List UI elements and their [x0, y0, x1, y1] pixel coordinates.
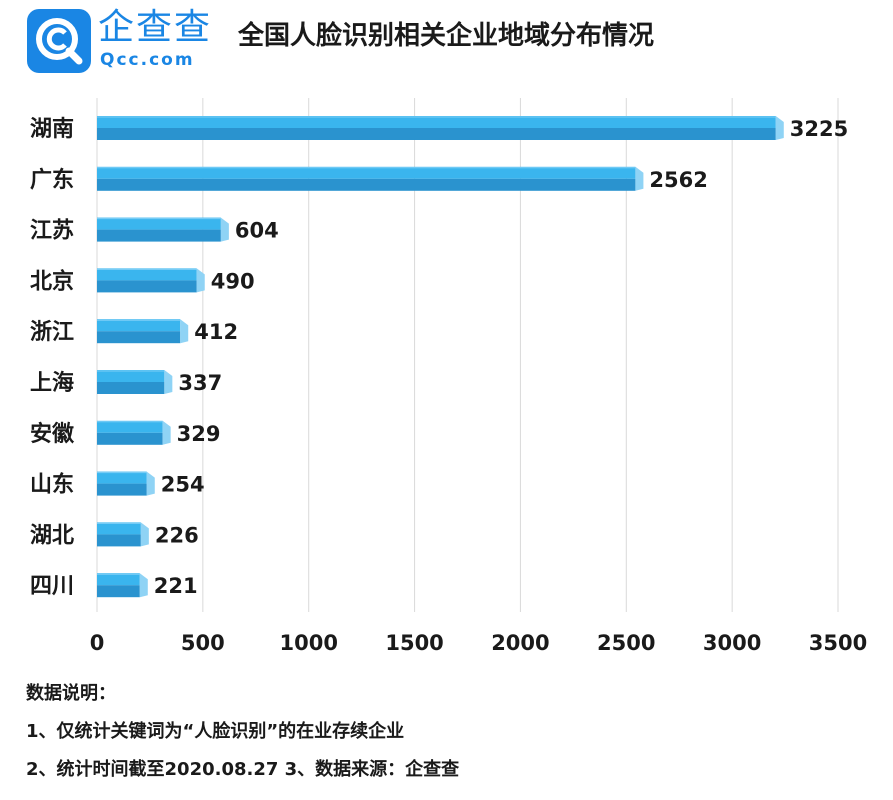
bar-bottom: [97, 432, 163, 445]
brand-logo-icon: [27, 9, 91, 73]
bar-end-cap: [146, 471, 155, 496]
x-tick-label: 1500: [385, 631, 443, 655]
data-notes: 数据说明： 1、仅统计关键词为“人脸识别”的在业存续企业 2、统计时间截至202…: [26, 680, 459, 794]
category-label: 广东: [30, 167, 74, 193]
bar-top: [97, 573, 140, 586]
x-tick-label: 2000: [491, 631, 549, 655]
bar-bottom: [97, 280, 197, 293]
category-label: 四川: [30, 574, 74, 599]
bar-top: [97, 471, 147, 484]
bar-bottom: [97, 229, 221, 242]
value-label: 490: [211, 269, 255, 293]
value-label: 2562: [649, 168, 707, 192]
value-label: 412: [194, 320, 238, 344]
bar-end-cap: [162, 420, 171, 445]
x-tick-label: 0: [90, 631, 105, 655]
bar-top: [97, 217, 221, 230]
category-label: 安徽: [30, 421, 75, 447]
bar-top: [97, 522, 141, 535]
value-label: 337: [178, 371, 222, 395]
bar-end-cap: [164, 370, 173, 394]
bar-top: [97, 268, 197, 281]
value-label: 254: [161, 473, 205, 497]
bar-group: [97, 268, 205, 293]
bar-end-cap: [139, 573, 148, 598]
bar-end-cap: [180, 319, 189, 344]
category-label: 湖南: [30, 117, 74, 142]
bar-end-cap: [196, 268, 205, 293]
x-tick-label: 500: [181, 631, 225, 655]
bar-bottom: [97, 128, 776, 140]
bar-group: [97, 420, 171, 445]
bar-group: [97, 370, 173, 394]
bar-top: [97, 370, 165, 382]
bar-end-cap: [775, 116, 784, 140]
bar-group: [97, 217, 229, 242]
category-label: 江苏: [30, 218, 74, 244]
category-label: 浙江: [30, 320, 74, 345]
bar-group: [97, 166, 644, 191]
brand-url: Qcc.com: [100, 50, 195, 70]
bar-bottom: [97, 483, 147, 496]
category-label: 湖北: [30, 523, 74, 548]
bar-end-cap: [220, 217, 229, 242]
value-label: 604: [235, 219, 279, 243]
bar-group: [97, 319, 189, 344]
value-label: 329: [177, 422, 221, 446]
bar-end-cap: [635, 166, 644, 191]
x-tick-label: 1000: [279, 631, 337, 655]
bar-group: [97, 116, 784, 140]
value-label: 221: [154, 574, 198, 598]
bar-bottom: [97, 382, 165, 394]
category-label: 山东: [30, 472, 74, 498]
value-label: 226: [155, 523, 199, 547]
bar-bottom: [97, 534, 141, 547]
bar-bottom: [97, 178, 636, 191]
chart-title: 全国人脸识别相关企业地域分布情况: [238, 21, 655, 51]
brand-name: 企查查: [98, 7, 213, 48]
x-tick-label: 3500: [809, 631, 867, 655]
bar-top: [97, 166, 636, 179]
bar-group: [97, 573, 148, 598]
notes-line-2: 2、统计时间截至2020.08.27 3、数据来源：企查查: [26, 759, 460, 780]
category-label: 北京: [30, 268, 74, 294]
x-tick-label: 2500: [597, 631, 655, 655]
bar-end-cap: [140, 522, 149, 547]
category-label: 上海: [30, 370, 74, 396]
notes-line-1: 1、仅统计关键词为“人脸识别”的在业存续企业: [26, 721, 405, 742]
bar-group: [97, 522, 149, 547]
bar-bottom: [97, 331, 181, 344]
bar-top: [97, 116, 776, 128]
bar-chart: 0 500 1000 1500 2000 2500 3000 3500 湖南 3225 广东 2562…: [30, 98, 867, 655]
value-label: 3225: [790, 117, 848, 141]
bar-group: [97, 471, 155, 496]
bar-top: [97, 319, 181, 332]
bar-bottom: [97, 585, 140, 598]
notes-heading: 数据说明：: [26, 683, 116, 704]
bar-top: [97, 420, 163, 433]
x-tick-label: 3000: [703, 631, 761, 655]
